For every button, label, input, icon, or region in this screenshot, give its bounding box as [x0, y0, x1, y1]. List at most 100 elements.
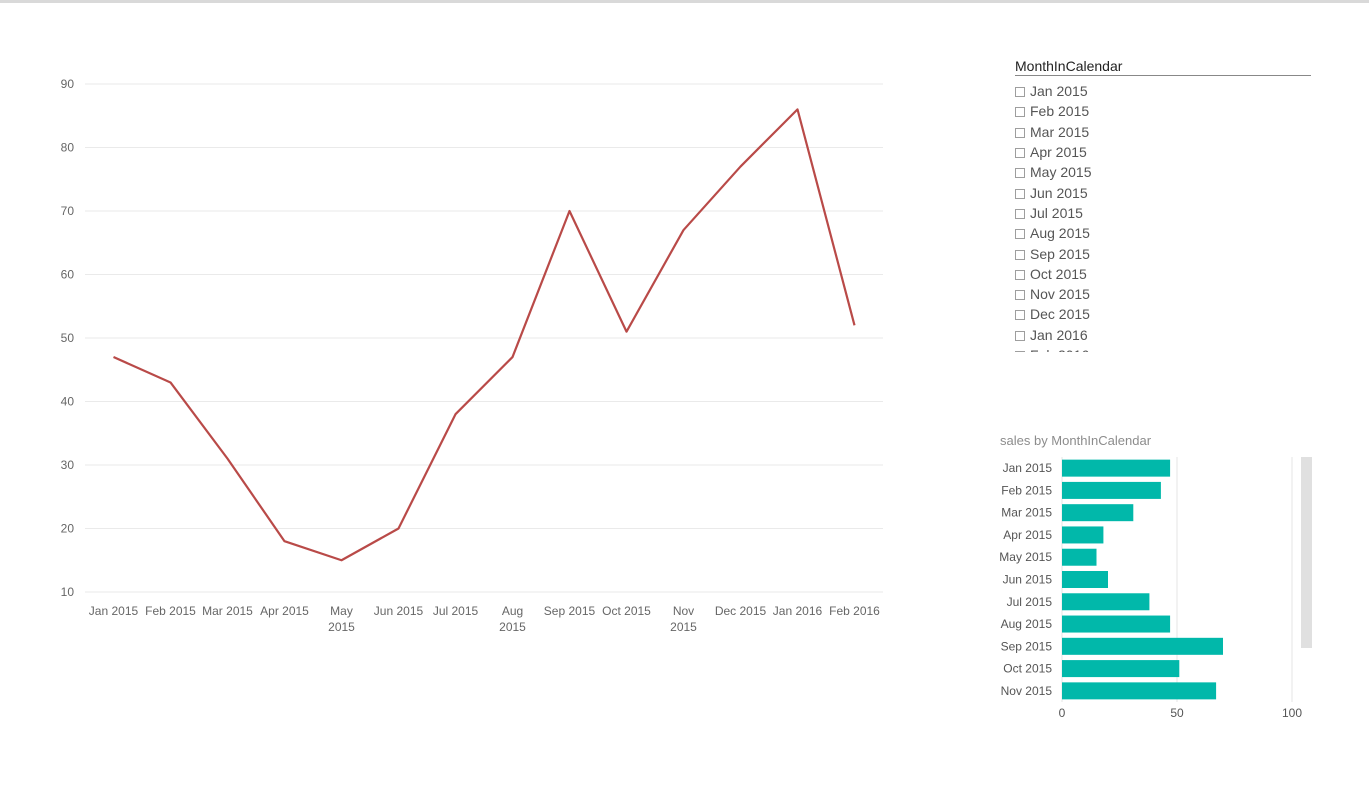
y-tick-label: 90 — [61, 77, 75, 91]
bar[interactable] — [1062, 682, 1217, 700]
y-tick-label: 30 — [61, 458, 75, 472]
checkbox-icon[interactable] — [1015, 269, 1025, 280]
slicer-item[interactable]: Feb 2016 — [1015, 345, 1311, 352]
line-data-point[interactable] — [510, 354, 516, 360]
x-tick-label: Jul 2015 — [433, 604, 479, 618]
line-data-point[interactable] — [225, 456, 231, 462]
bar-category-label: Oct 2015 — [1003, 662, 1052, 676]
slicer-item[interactable]: Oct 2015 — [1015, 264, 1311, 284]
x-tick-label: 2015 — [328, 620, 355, 634]
x-tick-label: Apr 2015 — [260, 604, 309, 618]
sales-line[interactable] — [113, 108, 856, 562]
x-tick-label: Jun 2015 — [374, 604, 424, 618]
slicer-header: MonthInCalendar — [1015, 58, 1311, 76]
line-chart-series[interactable] — [111, 106, 858, 563]
bar-chart-scrollbar[interactable] — [1301, 457, 1312, 648]
slicer-item-label: Apr 2015 — [1030, 144, 1087, 161]
line-chart-y-axis: 10 20 30 40 50 60 70 80 90 — [61, 77, 75, 599]
checkbox-icon[interactable] — [1015, 229, 1025, 240]
y-tick-label: 10 — [61, 585, 75, 599]
slicer-item[interactable]: Jul 2015 — [1015, 203, 1311, 223]
slicer-item[interactable]: Jan 2015 — [1015, 81, 1311, 101]
x-tick-label: Dec 2015 — [715, 604, 767, 618]
slicer-item[interactable]: Feb 2015 — [1015, 101, 1311, 121]
bar-category-label: Nov 2015 — [1001, 684, 1053, 698]
x-tick-label: Oct 2015 — [602, 604, 651, 618]
bar[interactable] — [1062, 526, 1104, 544]
line-data-point[interactable] — [339, 557, 345, 563]
bar[interactable] — [1062, 571, 1108, 588]
checkbox-icon[interactable] — [1015, 208, 1025, 219]
slicer-item[interactable]: Nov 2015 — [1015, 284, 1311, 304]
line-data-point[interactable] — [111, 354, 117, 360]
line-chart-x-axis: Jan 2015 Feb 2015 Mar 2015 Apr 2015 May 2015 J… — [89, 604, 880, 634]
line-data-point[interactable] — [396, 526, 402, 532]
line-data-point[interactable] — [624, 329, 630, 335]
slicer-item[interactable]: Jan 2016 — [1015, 325, 1311, 345]
bar-chart[interactable]: Jan 2015 Feb 2015 Mar 2015 Apr 2015 May 2015… — [990, 452, 1320, 732]
line-data-point[interactable] — [567, 208, 573, 214]
line-data-point[interactable] — [453, 411, 459, 417]
bar-chart-x-axis: 0 50 100 — [1059, 706, 1303, 720]
bar-chart-title: sales by MonthInCalendar — [1000, 433, 1152, 448]
bar-category-label: Jan 2015 — [1003, 461, 1053, 475]
checkbox-icon[interactable] — [1015, 249, 1025, 260]
slicer-item[interactable]: Jun 2015 — [1015, 182, 1311, 202]
slicer-item[interactable]: Aug 2015 — [1015, 223, 1311, 243]
bar-category-label: Jun 2015 — [1003, 573, 1053, 587]
bar-category-label: Feb 2015 — [1001, 483, 1052, 497]
x-tick-label: May — [330, 604, 353, 618]
x-tick-label: 2015 — [499, 620, 526, 634]
checkbox-icon[interactable] — [1015, 290, 1025, 301]
slicer-item-label: Jul 2015 — [1030, 204, 1083, 221]
line-data-point[interactable] — [282, 538, 288, 544]
bar[interactable] — [1062, 637, 1223, 655]
checkbox-icon[interactable] — [1015, 168, 1025, 179]
bar[interactable] — [1062, 504, 1134, 522]
bar-chart-y-axis: Jan 2015 Feb 2015 Mar 2015 Apr 2015 May 2015… — [999, 461, 1052, 698]
checkbox-icon[interactable] — [1015, 87, 1025, 98]
x-tick-label: Mar 2015 — [202, 604, 253, 618]
bar[interactable] — [1062, 548, 1097, 566]
slicer-item-label: Jan 2015 — [1030, 83, 1088, 100]
slicer-item-label: Dec 2015 — [1030, 306, 1090, 323]
bar[interactable] — [1062, 615, 1171, 633]
x-tick-label: Feb 2015 — [145, 604, 196, 618]
slicer-item[interactable]: Mar 2015 — [1015, 122, 1311, 142]
y-tick-label: 60 — [61, 268, 75, 282]
slicer-item-label: Aug 2015 — [1030, 225, 1090, 242]
slicer-item[interactable]: Sep 2015 — [1015, 243, 1311, 263]
bar-chart-bars[interactable] — [1062, 459, 1223, 700]
line-data-point[interactable] — [738, 164, 744, 170]
month-slicer[interactable]: MonthInCalendar Jan 2015 Feb 2015 Mar 2015… — [1015, 58, 1311, 352]
line-data-point[interactable] — [168, 379, 174, 385]
bar-category-label: Apr 2015 — [1003, 528, 1052, 542]
checkbox-icon[interactable] — [1015, 127, 1025, 138]
bar[interactable] — [1062, 481, 1161, 499]
slicer-item[interactable]: Dec 2015 — [1015, 304, 1311, 324]
slicer-item-label: Jun 2015 — [1030, 184, 1088, 201]
bar-x-tick-label: 50 — [1170, 706, 1184, 720]
checkbox-icon[interactable] — [1015, 188, 1025, 199]
bar[interactable] — [1062, 660, 1180, 678]
line-chart[interactable]: 10 20 30 40 50 60 70 80 90 Jan 2015 Feb 2015 Mar 2… — [0, 0, 900, 650]
checkbox-icon[interactable] — [1015, 330, 1025, 341]
bar-category-label: May 2015 — [999, 550, 1052, 564]
y-tick-label: 20 — [61, 522, 75, 536]
line-data-point[interactable] — [795, 106, 801, 112]
checkbox-icon[interactable] — [1015, 107, 1025, 118]
line-data-point[interactable] — [852, 322, 858, 328]
bar[interactable] — [1062, 593, 1150, 611]
checkbox-icon[interactable] — [1015, 310, 1025, 321]
y-tick-label: 40 — [61, 395, 75, 409]
bar[interactable] — [1062, 459, 1171, 477]
line-data-point[interactable] — [681, 227, 687, 233]
bar-category-label: Sep 2015 — [1001, 639, 1053, 653]
bar-category-label: Jul 2015 — [1007, 595, 1053, 609]
x-tick-label: Sep 2015 — [544, 604, 596, 618]
x-tick-label: Nov — [673, 604, 694, 618]
slicer-item[interactable]: Apr 2015 — [1015, 142, 1311, 162]
checkbox-icon[interactable] — [1015, 148, 1025, 159]
slicer-item[interactable]: May 2015 — [1015, 162, 1311, 182]
checkbox-icon[interactable] — [1015, 351, 1025, 352]
